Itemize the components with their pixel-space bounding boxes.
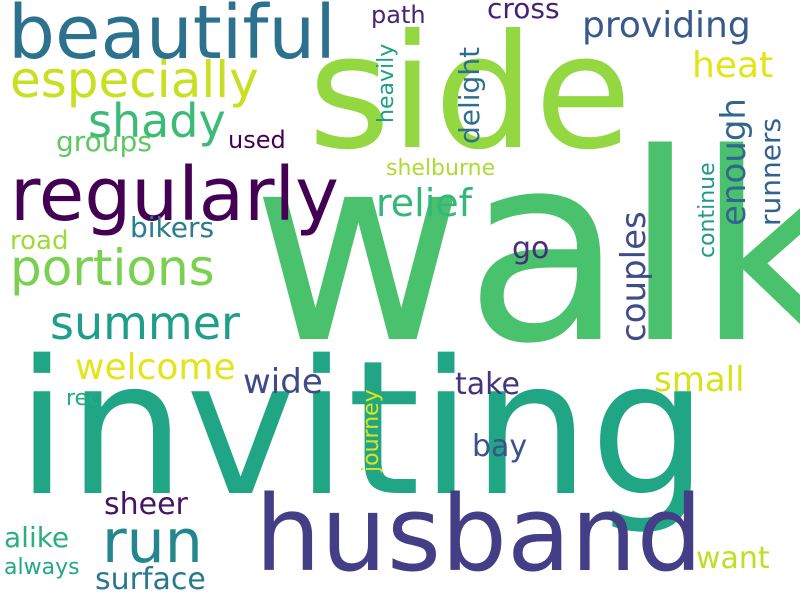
word-path: path — [371, 1, 426, 29]
word-portions: portions — [10, 239, 215, 297]
word-journey: journey — [359, 389, 384, 472]
word-bay: bay — [472, 429, 528, 464]
word-sheer: sheer — [104, 487, 188, 522]
word-delight: delight — [453, 46, 486, 144]
word-used: used — [228, 126, 286, 154]
word-especially: especially — [10, 51, 259, 109]
word-couples: couples — [614, 211, 654, 342]
word-enough: enough — [714, 98, 754, 226]
word-runners: runners — [754, 117, 787, 226]
word-wide: wide — [243, 362, 323, 402]
word-cross: cross — [487, 0, 560, 25]
word-welcome: welcome — [75, 347, 236, 388]
word-groups: groups — [56, 125, 152, 158]
word-beautiful: beautiful — [8, 0, 336, 76]
word-walk: walk — [252, 99, 800, 401]
word-run: run — [102, 507, 203, 577]
word-regularly: regularly — [10, 152, 339, 238]
word-alike: alike — [4, 521, 70, 554]
word-go: go — [512, 231, 550, 266]
word-heavily: heavily — [374, 43, 399, 123]
word-surface: surface — [95, 562, 206, 597]
word-shady: shady — [88, 94, 226, 148]
word-relief: relief — [376, 181, 473, 225]
word-small: small — [654, 360, 745, 400]
word-side: side — [308, 1, 632, 185]
word-inviting: inviting — [16, 320, 708, 537]
word-summer: summer — [50, 296, 240, 350]
word-heat: heat — [692, 45, 774, 86]
word-take: take — [455, 367, 520, 402]
word-road: road — [10, 226, 69, 256]
word-providing: providing — [582, 5, 751, 46]
word-husband: husband — [255, 473, 703, 595]
word-shelburne: shelburne — [386, 156, 496, 181]
word-bikers: bikers — [130, 211, 215, 244]
word-continue: continue — [695, 162, 720, 258]
word-want: want — [696, 541, 770, 576]
word-rec: rec — [66, 386, 101, 411]
word-always: always — [4, 555, 80, 580]
